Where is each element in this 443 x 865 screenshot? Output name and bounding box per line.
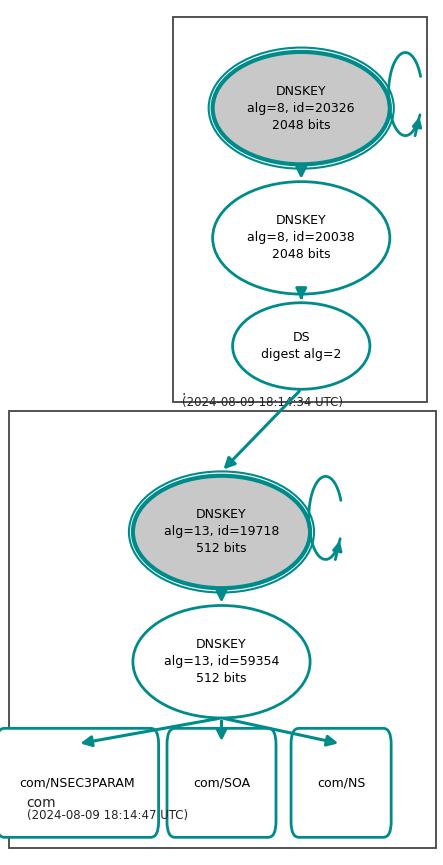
Ellipse shape [133, 476, 310, 588]
Text: com/NSEC3PARAM: com/NSEC3PARAM [19, 776, 136, 790]
Text: com/NS: com/NS [317, 776, 365, 790]
Text: DS
digest alg=2: DS digest alg=2 [261, 331, 342, 361]
Text: DNSKEY
alg=13, id=59354
512 bits: DNSKEY alg=13, id=59354 512 bits [164, 638, 279, 685]
Text: DNSKEY
alg=8, id=20038
2048 bits: DNSKEY alg=8, id=20038 2048 bits [247, 215, 355, 261]
Text: DNSKEY
alg=13, id=19718
512 bits: DNSKEY alg=13, id=19718 512 bits [164, 509, 279, 555]
Text: DNSKEY
alg=8, id=20326
2048 bits: DNSKEY alg=8, id=20326 2048 bits [248, 85, 355, 131]
FancyBboxPatch shape [0, 728, 159, 837]
Text: com: com [27, 796, 56, 810]
FancyBboxPatch shape [9, 411, 436, 848]
Text: (2024-08-09 18:14:34 UTC): (2024-08-09 18:14:34 UTC) [182, 395, 342, 409]
FancyBboxPatch shape [167, 728, 276, 837]
FancyBboxPatch shape [173, 17, 427, 402]
FancyBboxPatch shape [291, 728, 391, 837]
Text: com/SOA: com/SOA [193, 776, 250, 790]
Ellipse shape [233, 303, 370, 389]
Ellipse shape [213, 52, 390, 164]
Text: (2024-08-09 18:14:47 UTC): (2024-08-09 18:14:47 UTC) [27, 809, 188, 823]
Text: .: . [182, 384, 186, 398]
Ellipse shape [213, 182, 390, 294]
Ellipse shape [133, 606, 310, 718]
